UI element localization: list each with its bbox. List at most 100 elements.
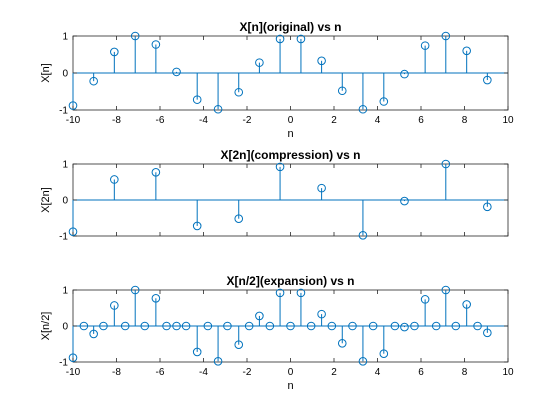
y-tick-label: -1 <box>59 232 68 243</box>
x-tick-label: -4 <box>199 115 208 126</box>
x-axis-label: n <box>287 380 293 392</box>
stem-marker <box>368 321 378 331</box>
y-tick-label: 0 <box>62 196 68 207</box>
chart-title: X[n](original) vs n <box>240 20 342 34</box>
stem-marker <box>483 202 492 212</box>
stem-marker <box>451 321 461 331</box>
x-tick-label: -2 <box>243 367 252 378</box>
x-tick-label: 4 <box>375 115 381 126</box>
stem-marker <box>99 321 108 331</box>
stem-marker <box>286 321 295 331</box>
stem-marker <box>192 95 202 104</box>
stem-marker <box>327 321 337 331</box>
stem-marker <box>172 321 181 331</box>
x-tick-label: -4 <box>199 367 208 378</box>
x-tick-label: -8 <box>112 115 121 126</box>
stem-marker <box>110 47 119 57</box>
stem-marker <box>296 288 306 298</box>
stem-marker <box>473 321 482 331</box>
stem-marker <box>358 356 368 366</box>
x-tick-label: -8 <box>112 367 121 378</box>
stem-marker <box>162 321 171 331</box>
x-tick-label: -6 <box>156 115 165 126</box>
stem-marker <box>151 40 161 49</box>
stem-marker <box>420 295 430 304</box>
stem-marker <box>431 321 441 331</box>
stem-marker <box>192 221 202 231</box>
stem-marker <box>275 162 285 172</box>
stem-marker <box>358 230 368 240</box>
x-tick-label: 8 <box>462 367 468 378</box>
stem-marker <box>306 321 316 331</box>
stem-marker <box>441 159 451 169</box>
stem-marker <box>120 321 130 331</box>
chart-title: X[2n](compression) vs n <box>220 148 360 162</box>
y-axis-label: X[n] <box>40 63 52 83</box>
x-tick-label: -6 <box>156 367 165 378</box>
stem-marker <box>410 321 419 331</box>
x-tick-label: 4 <box>375 367 381 378</box>
stem-marker <box>172 67 181 77</box>
stem-marker <box>68 227 78 236</box>
stem-marker <box>390 321 400 331</box>
stem-marker <box>234 214 244 224</box>
y-axis-label: X[n/2] <box>40 312 52 341</box>
y-tick-label: -1 <box>59 358 68 369</box>
stem-marker <box>379 97 389 106</box>
stem-marker <box>110 175 119 184</box>
stem-marker <box>244 321 254 331</box>
x-tick-label: -2 <box>243 115 252 126</box>
chart-title: X[n/2](expansion) vs n <box>226 274 354 288</box>
subplot-compression: -1 0 1 X[2n](compression) vs n X[2n] <box>40 148 509 243</box>
stem-marker <box>213 356 223 366</box>
stem-marker <box>462 300 471 309</box>
x-tick-label: -10 <box>66 115 81 126</box>
x-tick-label: 10 <box>502 115 514 126</box>
stem-marker <box>317 309 326 319</box>
stem-marker <box>140 321 150 331</box>
y-tick-label: 0 <box>62 69 68 80</box>
subplot-expansion: -10 -8 -6 -4 -2 0 2 4 6 8 10-101X[n/2](expansion) … <box>40 274 514 392</box>
stem-marker <box>296 34 306 44</box>
x-axis-label: n <box>287 128 293 140</box>
stem-marker <box>348 321 357 331</box>
stem-marker <box>400 322 409 332</box>
stem-marker <box>151 167 161 177</box>
stem-marker <box>255 58 264 67</box>
x-tick-label: 2 <box>331 367 337 378</box>
x-tick-label: 0 <box>288 367 294 378</box>
stem-marker <box>110 301 119 310</box>
stem-marker <box>130 31 140 41</box>
stem-marker <box>79 321 89 331</box>
stem-marker <box>379 349 389 359</box>
stem-marker <box>234 87 244 97</box>
stem-marker <box>400 196 409 206</box>
stem-marker <box>275 288 285 298</box>
stem-marker <box>275 34 285 44</box>
y-axis-label: X[2n] <box>40 187 52 213</box>
stem-marker <box>89 76 98 86</box>
stem-marker <box>317 56 326 66</box>
x-tick-label: 0 <box>288 115 294 126</box>
stem-marker <box>151 293 161 303</box>
stem-marker <box>265 321 275 331</box>
stem-marker <box>68 353 78 362</box>
stem-marker <box>337 338 347 348</box>
stem-marker <box>317 183 326 193</box>
y-tick-label: 1 <box>62 286 68 297</box>
stem-marker <box>192 347 202 357</box>
stem-marker <box>68 101 78 110</box>
stem-marker <box>358 104 368 114</box>
x-tick-label: 6 <box>418 367 424 378</box>
stem-marker <box>441 285 451 295</box>
x-tick-label: 8 <box>462 115 468 126</box>
stem-marker <box>483 328 492 338</box>
x-tick-label: 10 <box>502 367 514 378</box>
stem-marker <box>420 41 430 50</box>
stem-marker <box>213 104 223 114</box>
x-tick-label: 2 <box>331 115 337 126</box>
stem-marker <box>203 321 213 331</box>
y-tick-label: 1 <box>62 32 68 43</box>
